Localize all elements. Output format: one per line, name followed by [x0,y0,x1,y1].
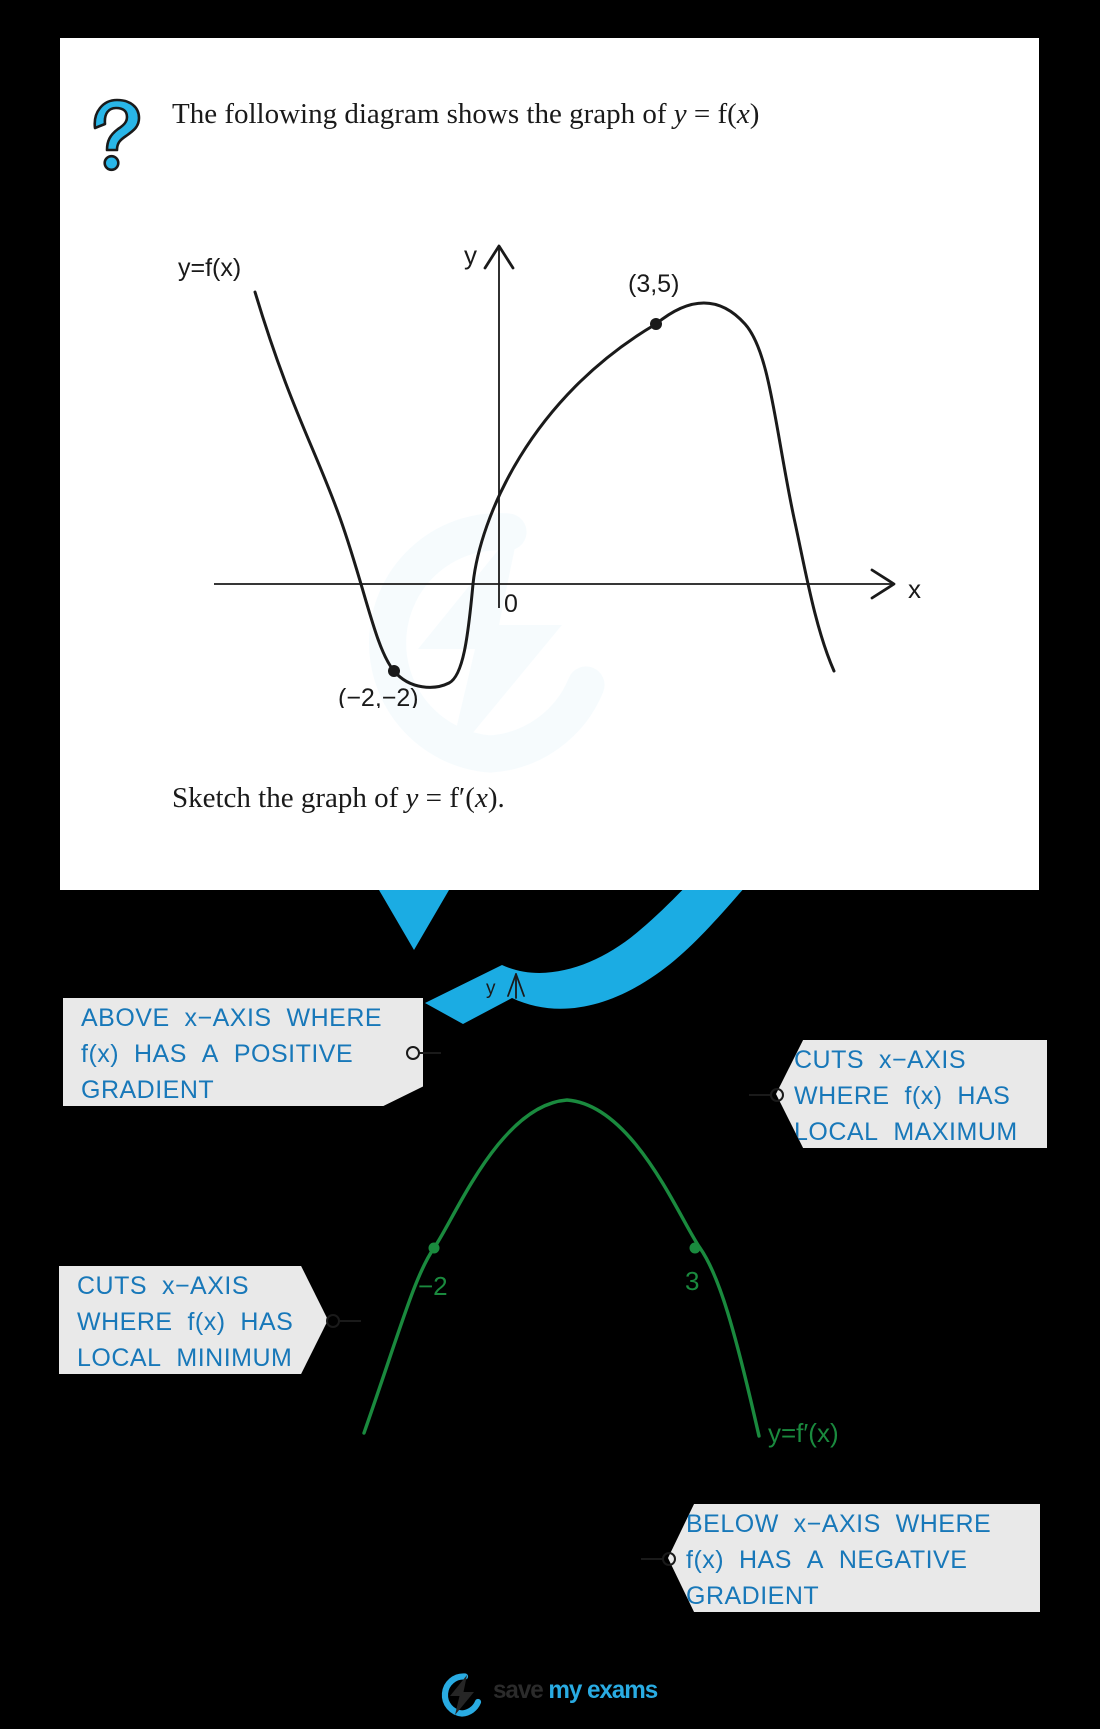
svg-text:3: 3 [685,1266,699,1296]
svg-text:−2: −2 [418,1271,448,1301]
svg-text:(3,5): (3,5) [628,270,679,298]
svg-text:y: y [486,978,496,999]
svg-text:0: 0 [504,590,518,618]
svg-text:y: y [464,240,477,270]
svg-text:(−2,−2): (−2,−2) [338,684,419,708]
svg-text:x: x [908,574,921,604]
svg-text:y=f(x): y=f(x) [178,254,241,282]
svg-text:y=f′(x): y=f′(x) [768,1418,839,1448]
